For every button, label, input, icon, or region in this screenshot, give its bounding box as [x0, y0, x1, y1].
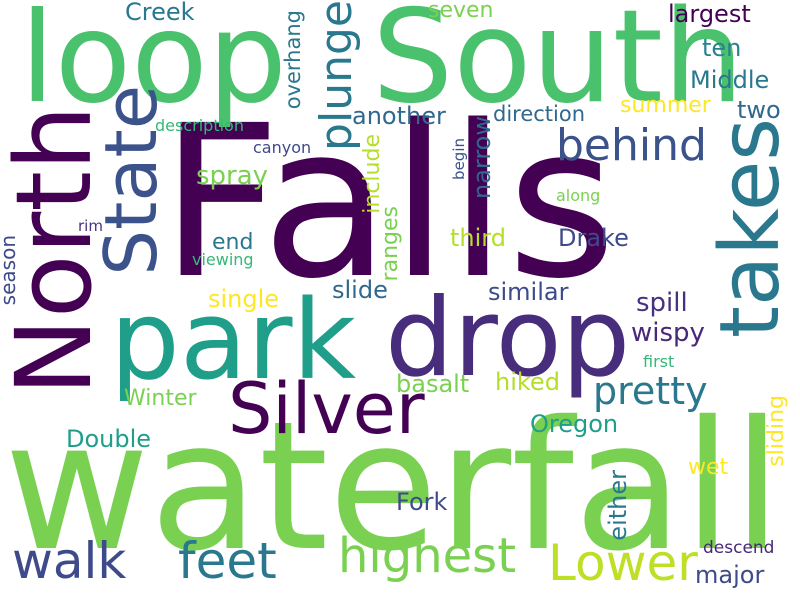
word-begin: begin: [450, 138, 468, 180]
word-park: park: [110, 276, 357, 404]
word-drop: drop: [385, 276, 631, 401]
word-third: third: [450, 224, 506, 252]
word-descend: descend: [703, 538, 775, 558]
word-basalt: basalt: [396, 370, 470, 398]
word-spray: spray: [196, 161, 269, 191]
word-major: major: [695, 561, 765, 589]
word-winter: Winter: [124, 386, 197, 411]
word-slide: slide: [332, 276, 388, 304]
word-sliding: sliding: [764, 395, 789, 467]
word-another: another: [352, 102, 446, 130]
word-along: along: [556, 186, 601, 205]
word-direction: direction: [493, 102, 586, 126]
word-overhang: overhang: [281, 10, 305, 110]
word-oregon: Oregon: [530, 410, 619, 438]
word-seven: seven: [428, 0, 494, 23]
word-include: include: [360, 134, 385, 214]
word-narrow: narrow: [468, 116, 496, 200]
word-behind: behind: [556, 120, 707, 171]
word-walk: walk: [12, 532, 127, 590]
word-middle: Middle: [690, 66, 770, 94]
word-creek: Creek: [125, 0, 195, 26]
word-feet: feet: [178, 532, 277, 590]
word-canyon: canyon: [253, 138, 312, 157]
word-state: State: [89, 85, 173, 276]
word-wispy: wispy: [631, 318, 705, 348]
word-first: first: [643, 352, 675, 371]
word-spill: spill: [636, 288, 688, 318]
word-description: description: [155, 116, 244, 135]
word-ranges: ranges: [378, 206, 403, 282]
word-silver: Silver: [228, 368, 425, 450]
word-south: South: [372, 0, 744, 132]
word-two: two: [737, 96, 781, 124]
word-ten: ten: [702, 34, 742, 62]
word-pretty: pretty: [593, 369, 708, 413]
word-similar: similar: [488, 278, 569, 306]
word-rim: rim: [78, 217, 103, 235]
word-largest: largest: [668, 0, 751, 28]
word-waterfall: waterfall: [4, 383, 782, 590]
word-drake: Drake: [558, 224, 629, 252]
word-double: Double: [66, 425, 152, 453]
word-summer: summer: [620, 93, 711, 118]
word-end: end: [212, 230, 254, 255]
word-falls: Falls: [160, 80, 617, 325]
word-viewing: viewing: [192, 250, 254, 269]
word-wet: wet: [688, 455, 729, 480]
word-loop: loop: [20, 0, 288, 131]
word-takes: takes: [703, 118, 798, 339]
word-hiked: hiked: [495, 368, 560, 396]
word-fork: Fork: [396, 488, 448, 516]
word-either: either: [604, 470, 632, 541]
word-single: single: [208, 285, 280, 313]
word-season: season: [0, 235, 20, 306]
word-highest: highest: [338, 528, 517, 584]
word-lower: Lower: [548, 534, 698, 592]
